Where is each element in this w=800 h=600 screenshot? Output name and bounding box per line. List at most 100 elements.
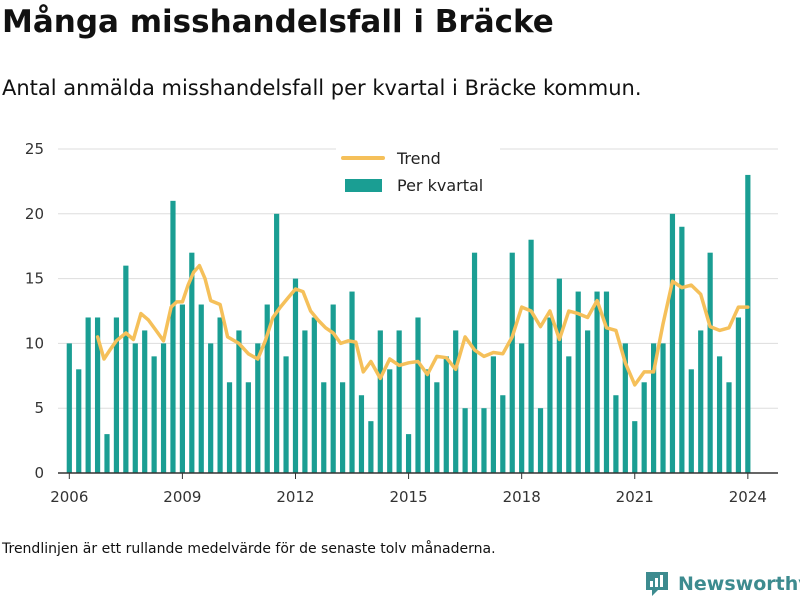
- bar: [688, 369, 694, 473]
- bar: [264, 304, 270, 473]
- bar: [151, 356, 157, 473]
- legend-label-trend: Trend: [396, 149, 441, 168]
- bar: [415, 317, 421, 473]
- bar: [340, 382, 346, 473]
- newsworthy-logo[interactable]: Newsworthy: [644, 569, 800, 599]
- bar: [179, 304, 185, 473]
- y-tick-label: 0: [34, 464, 44, 482]
- y-tick-label: 5: [34, 399, 44, 417]
- axes: 0 5 10 15 20 25 2006 2009 2012 2015 2018 2021 2024: [25, 140, 778, 506]
- bar: [170, 200, 176, 473]
- legend-label-per-kvartal: Per kvartal: [397, 176, 483, 195]
- bar: [321, 382, 327, 473]
- bar: [132, 343, 138, 473]
- chart-legend: Trend Per kvartal: [336, 146, 500, 200]
- bar: [603, 291, 610, 473]
- bar: [66, 343, 72, 473]
- bar: [123, 265, 129, 473]
- trend-line: [95, 263, 750, 387]
- bar: [76, 369, 82, 473]
- bar: [471, 252, 478, 473]
- bar: [311, 317, 317, 473]
- bar: [443, 356, 449, 473]
- bar: [632, 421, 638, 473]
- bar: [396, 330, 402, 473]
- bar: [547, 317, 553, 473]
- bar: [405, 434, 412, 473]
- bar: [349, 291, 355, 473]
- bar: [226, 382, 233, 473]
- bar: [377, 330, 383, 473]
- bar: [716, 356, 723, 473]
- page-subtitle: Antal anmälda misshandelsfall per kvarta…: [2, 76, 642, 100]
- bar: [189, 252, 195, 473]
- bar: [368, 421, 374, 473]
- bar: [509, 252, 515, 473]
- bar: [613, 395, 619, 473]
- bar: [236, 330, 242, 473]
- bar: [283, 356, 289, 473]
- bar: [113, 317, 120, 473]
- footnote: Trendlinjen är ett rullande medelvärde f…: [2, 541, 496, 557]
- bar: [519, 343, 525, 473]
- y-tick-label: 20: [25, 205, 44, 223]
- bar: [594, 291, 600, 473]
- y-tick-label: 15: [25, 270, 44, 288]
- x-tick-label: 2006: [50, 488, 88, 506]
- bar: [537, 408, 544, 473]
- x-tick-label: 2021: [616, 488, 654, 506]
- bar: [481, 408, 487, 473]
- bar: [104, 434, 110, 473]
- bar: [707, 252, 713, 473]
- bar: [735, 317, 742, 473]
- bar: [490, 356, 496, 473]
- bar: [274, 213, 280, 474]
- bar: [575, 291, 581, 473]
- bar: [387, 369, 393, 473]
- x-tick-label: 2012: [276, 488, 314, 506]
- y-tick-label: 25: [25, 140, 44, 158]
- newsworthy-logo-icon: [646, 572, 668, 596]
- bar: [160, 343, 167, 473]
- bar: [434, 382, 440, 473]
- bar: [255, 343, 261, 473]
- bar: [500, 395, 506, 473]
- bar: [698, 330, 704, 473]
- bar: [245, 382, 251, 473]
- bar: [745, 174, 751, 474]
- bar: [679, 226, 685, 473]
- bar-line-chart: 0 5 10 15 20 25 2006 2009 2012 2015 2018 2021 2024 T…: [25, 140, 778, 506]
- y-tick-label: 10: [25, 334, 44, 352]
- bar: [424, 369, 431, 473]
- bar: [142, 330, 148, 473]
- bar: [94, 317, 101, 473]
- bar: [641, 382, 647, 473]
- bar: [556, 278, 562, 473]
- x-tick-label: 2015: [389, 488, 427, 506]
- bar-series-per-kvartal: [66, 174, 751, 474]
- bar: [358, 395, 365, 473]
- bar: [651, 343, 657, 473]
- x-tick-label: 2009: [163, 488, 201, 506]
- bar: [292, 278, 299, 473]
- x-tick-label: 2024: [729, 488, 767, 506]
- bar: [669, 213, 676, 474]
- bar: [330, 304, 336, 473]
- bar: [566, 356, 572, 473]
- bar: [528, 239, 534, 473]
- bar: [302, 330, 308, 473]
- bar: [85, 317, 91, 473]
- line-series-trend: [95, 263, 750, 387]
- brand-name: Newsworthy: [678, 573, 800, 595]
- page-title: Många misshandelsfall i Bräcke: [2, 4, 554, 40]
- bar: [726, 382, 732, 473]
- bar: [208, 343, 214, 473]
- bar: [453, 330, 459, 473]
- bar: [462, 408, 468, 473]
- x-tick-label: 2018: [503, 488, 541, 506]
- bar: [198, 304, 204, 473]
- legend-per-kvartal-swatch: [345, 179, 382, 192]
- bar: [585, 330, 591, 473]
- bar: [660, 343, 666, 473]
- bar: [622, 343, 628, 473]
